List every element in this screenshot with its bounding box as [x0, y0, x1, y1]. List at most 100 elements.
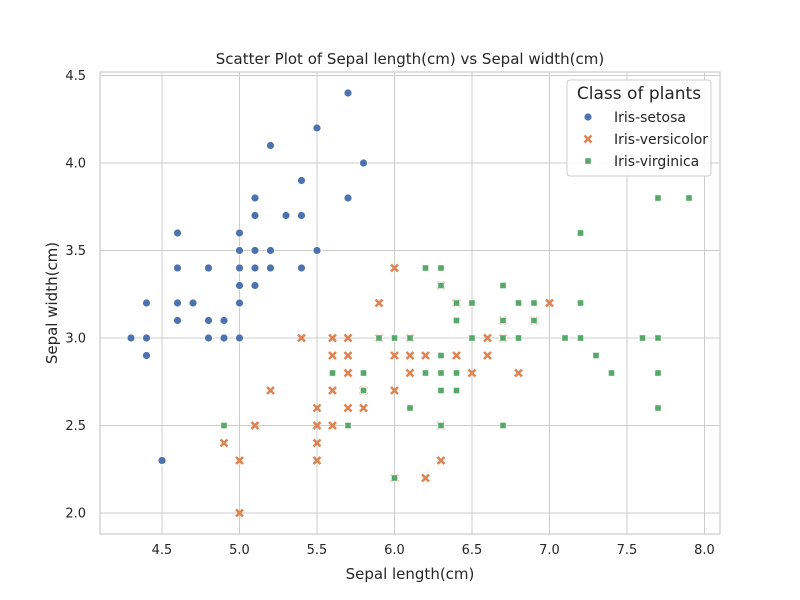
- data-point: [250, 421, 260, 430]
- data-point: [406, 404, 414, 412]
- data-point: [328, 421, 337, 430]
- data-point: [437, 386, 445, 395]
- tick-labels: 4.5 5.0 5.5 6.0 6.5 7.0 7.5 8.0 2.0 2.5 3.0 3.5 4.0 4…: [65, 69, 715, 558]
- data-point: [312, 246, 322, 255]
- data-point: [483, 351, 492, 360]
- data-point: [421, 264, 430, 272]
- data-point: [220, 421, 228, 430]
- data-point: [204, 333, 213, 343]
- x-tick-label: 8.0: [694, 543, 715, 558]
- data-point: [359, 386, 368, 395]
- data-point: [142, 333, 151, 343]
- data-point: [281, 211, 291, 220]
- data-point: [514, 299, 523, 307]
- data-point: [235, 456, 244, 465]
- data-point: [235, 333, 244, 343]
- legend-entry-label: Iris-versicolor: [614, 132, 708, 148]
- data-point: [406, 334, 414, 342]
- data-point: [297, 333, 306, 343]
- data-point: [312, 403, 322, 413]
- data-point: [437, 281, 445, 290]
- data-point: [328, 333, 337, 343]
- data-point: [359, 158, 368, 168]
- legend-entry-label: Iris-virginica: [614, 154, 699, 170]
- data-point: [297, 263, 306, 273]
- data-point: [235, 228, 244, 238]
- x-tick-label: 5.0: [229, 543, 250, 558]
- data-point: [499, 281, 507, 290]
- data-point: [173, 298, 182, 308]
- data-point: [235, 263, 244, 273]
- x-tick-label: 4.5: [152, 543, 173, 558]
- data-point: [343, 403, 353, 413]
- data-point: [328, 369, 337, 377]
- y-tick-label: 3.0: [65, 332, 86, 347]
- data-point: [250, 281, 260, 290]
- data-point: [421, 369, 430, 377]
- legend-marker: [584, 157, 592, 165]
- data-point: [142, 351, 151, 360]
- data-point: [530, 316, 538, 325]
- x-tick-label: 7.5: [617, 543, 638, 558]
- data-point: [514, 368, 523, 378]
- x-tick-label: 6.5: [462, 543, 483, 558]
- data-point: [405, 368, 415, 378]
- data-point: [390, 386, 399, 395]
- data-point: [437, 421, 445, 430]
- data-point: [452, 299, 461, 307]
- data-point: [452, 351, 461, 360]
- legend-title: Class of plants: [577, 84, 701, 104]
- x-tick-label: 6.0: [384, 543, 405, 558]
- data-point: [499, 421, 507, 430]
- x-tick-label: 7.0: [539, 543, 560, 558]
- data-point: [452, 316, 461, 325]
- data-point: [343, 333, 353, 343]
- data-point: [126, 333, 136, 343]
- data-point: [359, 403, 368, 413]
- data-point: [654, 369, 662, 377]
- data-point: [452, 369, 461, 377]
- data-point: [328, 351, 337, 360]
- data-point: [467, 368, 477, 378]
- data-point: [359, 369, 368, 377]
- data-point: [343, 351, 353, 360]
- data-point: [204, 316, 213, 325]
- data-point: [592, 351, 600, 360]
- data-point: [607, 369, 616, 377]
- data-point: [250, 246, 260, 255]
- data-point: [437, 351, 445, 360]
- data-point: [328, 386, 337, 395]
- y-tick-label: 2.0: [65, 507, 86, 522]
- y-tick-label: 3.5: [65, 244, 86, 259]
- data-point: [530, 299, 538, 307]
- data-point: [638, 334, 647, 342]
- data-point: [437, 369, 445, 377]
- data-point: [266, 141, 275, 150]
- x-axis-label: Sepal length(cm): [346, 565, 475, 583]
- data-point: [219, 438, 229, 448]
- chart-title: Scatter Plot of Sepal length(cm) vs Sepa…: [216, 50, 604, 68]
- data-point: [173, 316, 182, 325]
- data-point: [266, 386, 275, 395]
- data-point: [654, 404, 662, 412]
- data-point: [576, 299, 585, 307]
- legend-items: Iris-setosa Iris-versicolor Iris-virginica: [583, 110, 708, 170]
- data-point: [235, 508, 244, 518]
- data-point: [250, 193, 260, 203]
- data-point: [375, 334, 383, 342]
- data-point: [437, 264, 445, 272]
- data-point: [266, 246, 275, 255]
- data-point: [343, 368, 353, 378]
- data-point: [173, 263, 182, 273]
- legend-marker: [583, 112, 593, 122]
- data-point: [188, 298, 198, 308]
- data-point: [468, 299, 476, 307]
- y-axis-label: Sepal width(cm): [43, 242, 61, 364]
- data-point: [312, 438, 322, 448]
- legend: Class of plants Iris-setosa Iris-versicol…: [566, 79, 712, 177]
- data-point: [499, 316, 507, 325]
- data-points: [126, 88, 693, 518]
- data-point: [390, 263, 399, 273]
- data-point: [204, 263, 213, 273]
- data-point: [235, 246, 244, 255]
